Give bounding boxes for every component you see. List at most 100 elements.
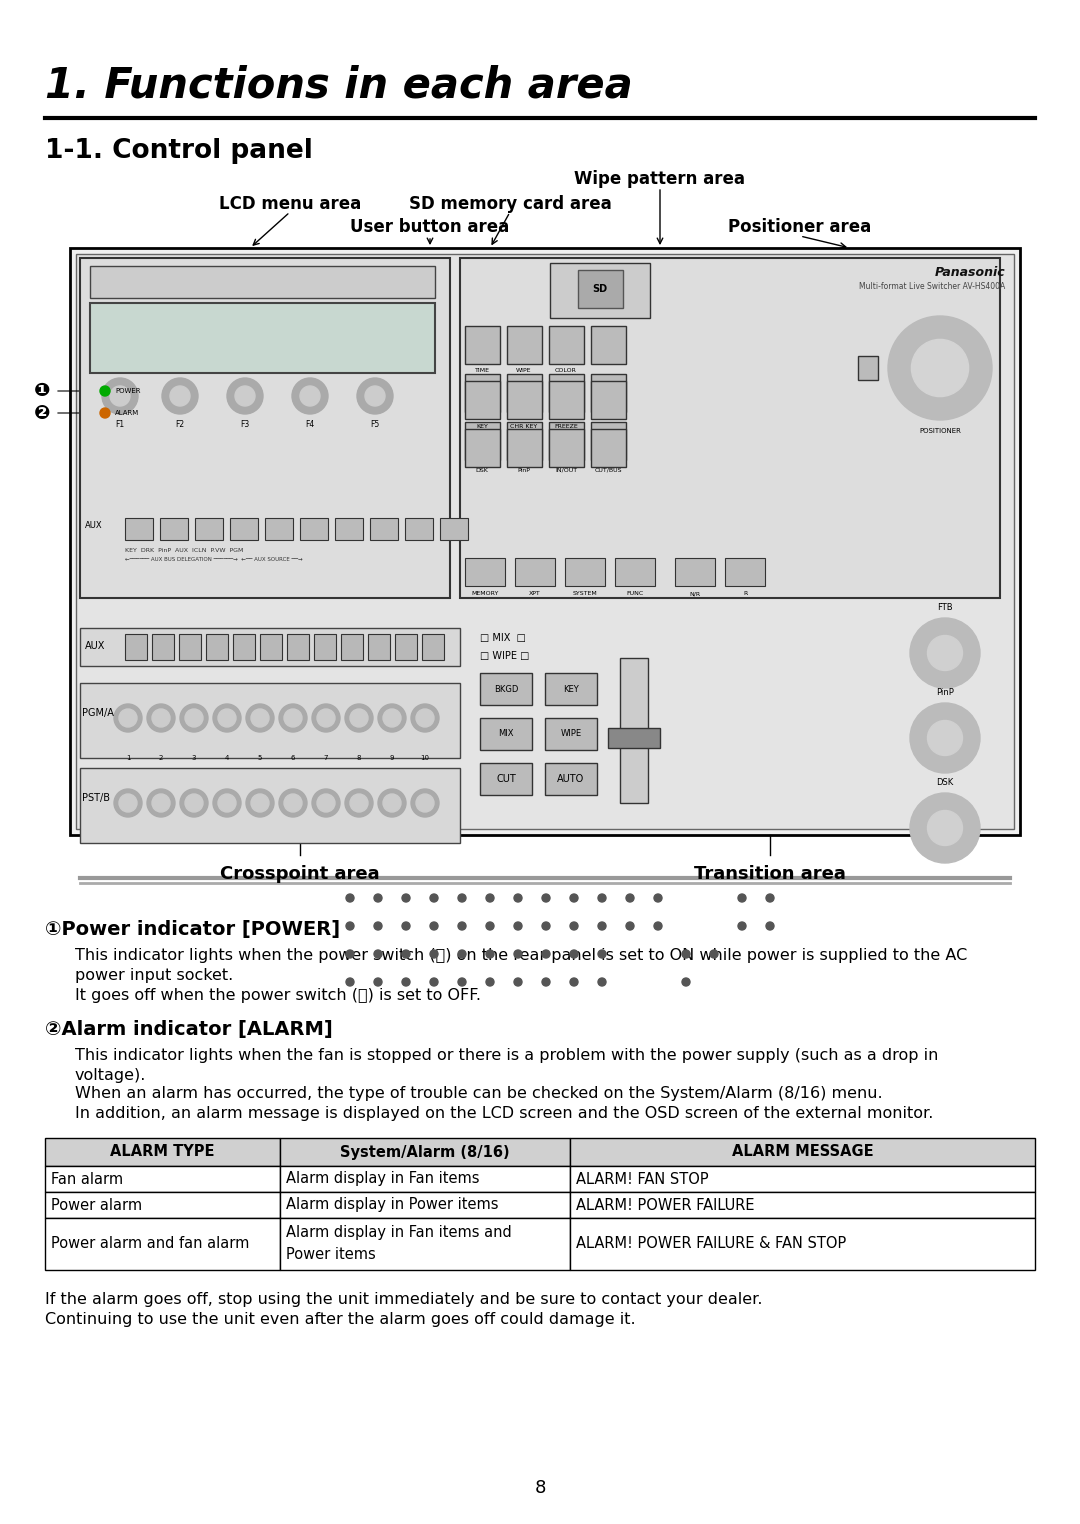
Text: PST/B: PST/B <box>82 792 110 803</box>
Text: ALARM! POWER FAILURE: ALARM! POWER FAILURE <box>576 1198 755 1213</box>
Text: Panasonic: Panasonic <box>934 267 1005 279</box>
Bar <box>80 683 460 757</box>
Text: R: R <box>743 591 747 596</box>
Circle shape <box>486 922 494 930</box>
Bar <box>80 258 450 597</box>
Bar <box>570 1166 1035 1192</box>
Text: voltage).: voltage). <box>75 1068 147 1084</box>
Circle shape <box>681 949 690 959</box>
Circle shape <box>738 922 746 930</box>
Circle shape <box>430 949 438 959</box>
Text: 5: 5 <box>258 754 262 760</box>
Circle shape <box>402 895 410 902</box>
Bar <box>460 258 1000 597</box>
Circle shape <box>928 636 962 671</box>
Text: FTB: FTB <box>937 604 953 613</box>
Text: SD: SD <box>593 283 608 294</box>
Bar <box>549 326 584 364</box>
Bar <box>335 518 363 539</box>
Circle shape <box>180 789 208 817</box>
Bar <box>675 558 715 587</box>
Text: ALARM: ALARM <box>114 410 139 416</box>
Bar <box>80 628 460 666</box>
Bar <box>591 381 626 419</box>
Text: KEY: KEY <box>476 424 488 428</box>
Circle shape <box>458 978 465 986</box>
Text: Fan alarm: Fan alarm <box>51 1172 123 1187</box>
Bar <box>465 422 500 460</box>
Circle shape <box>570 978 578 986</box>
Circle shape <box>185 709 203 727</box>
Text: SD memory card area: SD memory card area <box>408 195 611 213</box>
Circle shape <box>598 895 606 902</box>
Bar <box>76 255 1014 829</box>
Text: COLOR: COLOR <box>555 367 577 373</box>
Text: CUT: CUT <box>496 774 516 783</box>
Bar <box>507 381 542 419</box>
Text: IN/OUT: IN/OUT <box>555 468 577 472</box>
Text: 8: 8 <box>356 754 361 760</box>
Circle shape <box>710 949 718 959</box>
Circle shape <box>357 378 393 415</box>
Text: CHR KEY: CHR KEY <box>511 424 538 428</box>
Circle shape <box>374 922 382 930</box>
Circle shape <box>458 949 465 959</box>
Circle shape <box>430 978 438 986</box>
Bar <box>549 381 584 419</box>
Text: When an alarm has occurred, the type of trouble can be checked on the System/Ala: When an alarm has occurred, the type of … <box>75 1087 882 1100</box>
Text: PinP: PinP <box>936 687 954 696</box>
Text: ❷: ❷ <box>33 404 51 422</box>
Text: Power items: Power items <box>286 1247 376 1262</box>
Circle shape <box>114 704 141 732</box>
Bar <box>45 1192 280 1218</box>
Text: PGM/A: PGM/A <box>82 709 113 718</box>
Text: XPT: XPT <box>529 591 541 596</box>
Bar <box>545 764 597 796</box>
Bar <box>206 634 228 660</box>
Circle shape <box>542 895 550 902</box>
Text: FREEZE: FREEZE <box>554 424 578 428</box>
Circle shape <box>147 704 175 732</box>
Bar <box>125 518 153 539</box>
Circle shape <box>100 408 110 418</box>
Bar <box>570 1192 1035 1218</box>
Circle shape <box>910 619 980 687</box>
Circle shape <box>514 978 522 986</box>
Bar <box>858 357 878 379</box>
Circle shape <box>152 794 170 812</box>
Text: F5: F5 <box>370 421 380 428</box>
Circle shape <box>213 789 241 817</box>
Text: MEMORY: MEMORY <box>471 591 499 596</box>
Text: WIPE: WIPE <box>516 367 531 373</box>
Bar <box>265 518 293 539</box>
Circle shape <box>402 949 410 959</box>
Circle shape <box>910 792 980 863</box>
Text: Positioner area: Positioner area <box>728 218 872 236</box>
Bar <box>565 558 605 587</box>
Text: ❶: ❶ <box>33 381 51 401</box>
Text: SYSTEM: SYSTEM <box>572 591 597 596</box>
Bar <box>280 1138 570 1166</box>
Circle shape <box>402 922 410 930</box>
Circle shape <box>738 895 746 902</box>
Text: 6: 6 <box>291 754 295 760</box>
Circle shape <box>346 949 354 959</box>
Text: TIME: TIME <box>474 367 489 373</box>
Circle shape <box>235 386 255 405</box>
Circle shape <box>598 949 606 959</box>
Text: This indicator lights when the fan is stopped or there is a problem with the pow: This indicator lights when the fan is st… <box>75 1049 939 1064</box>
Circle shape <box>766 922 774 930</box>
Circle shape <box>350 794 368 812</box>
Text: 10: 10 <box>420 754 430 760</box>
Text: LCD menu area: LCD menu area <box>219 195 361 213</box>
Circle shape <box>251 794 269 812</box>
Circle shape <box>430 895 438 902</box>
Text: Crosspoint area: Crosspoint area <box>220 866 380 882</box>
Circle shape <box>218 709 237 727</box>
Bar <box>480 674 532 706</box>
Circle shape <box>570 895 578 902</box>
Circle shape <box>928 811 962 846</box>
Circle shape <box>152 709 170 727</box>
Text: F1: F1 <box>116 421 124 428</box>
Circle shape <box>514 949 522 959</box>
